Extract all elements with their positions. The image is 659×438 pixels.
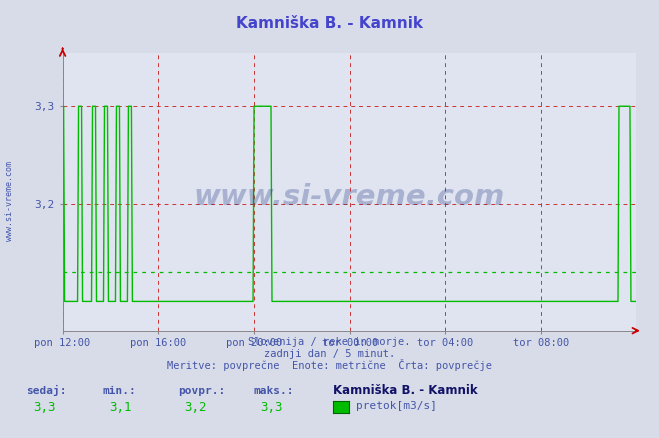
Text: zadnji dan / 5 minut.: zadnji dan / 5 minut. [264, 349, 395, 359]
Text: 3,3: 3,3 [33, 401, 55, 414]
Text: maks.:: maks.: [254, 386, 294, 396]
Text: 3,3: 3,3 [260, 401, 283, 414]
Text: 3,2: 3,2 [185, 401, 207, 414]
Text: min.:: min.: [102, 386, 136, 396]
Text: pretok[m3/s]: pretok[m3/s] [356, 401, 437, 411]
Text: www.si-vreme.com: www.si-vreme.com [5, 162, 14, 241]
Text: www.si-vreme.com: www.si-vreme.com [194, 183, 505, 211]
Text: Kamniška B. - Kamnik: Kamniška B. - Kamnik [236, 17, 423, 32]
Text: Kamniška B. - Kamnik: Kamniška B. - Kamnik [333, 384, 477, 397]
Text: Slovenija / reke in morje.: Slovenija / reke in morje. [248, 337, 411, 347]
Text: 3,1: 3,1 [109, 401, 131, 414]
Text: sedaj:: sedaj: [26, 385, 67, 396]
Text: povpr.:: povpr.: [178, 386, 225, 396]
Text: Meritve: povprečne  Enote: metrične  Črta: povprečje: Meritve: povprečne Enote: metrične Črta:… [167, 359, 492, 371]
